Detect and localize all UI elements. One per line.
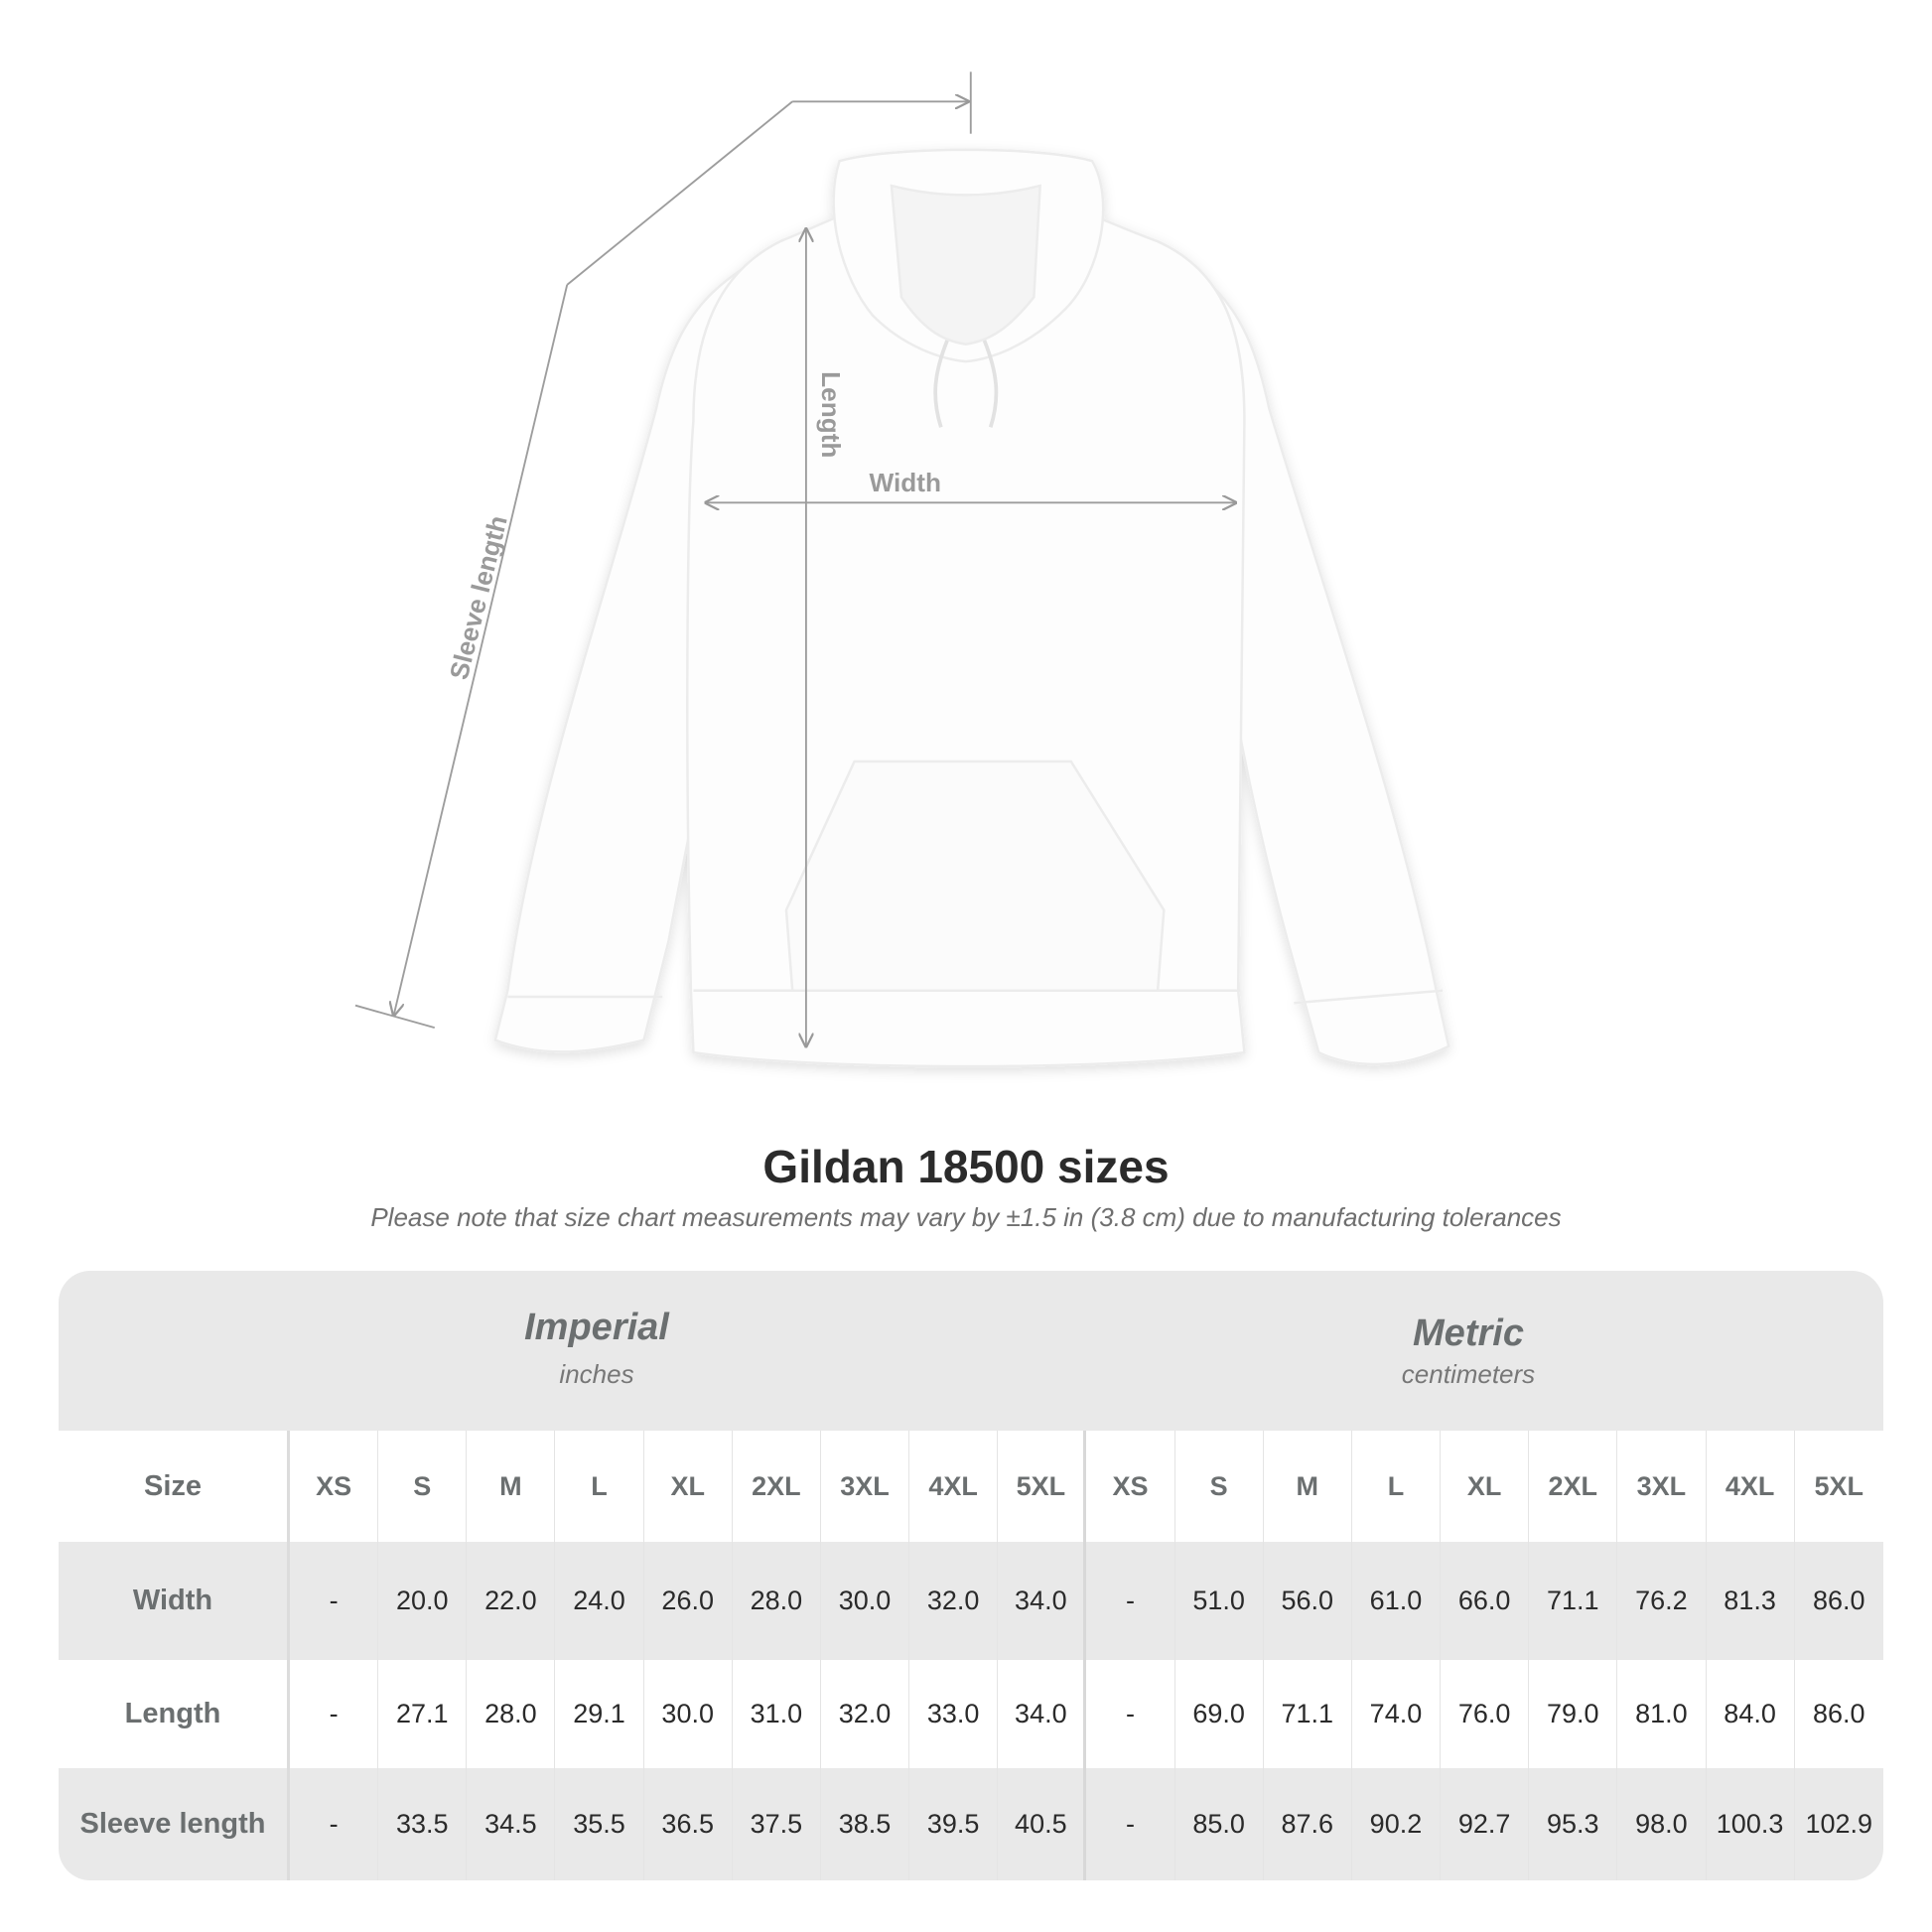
- metric-value-cell: 90.2: [1352, 1768, 1442, 1880]
- sleeve-length-label: Sleeve length: [444, 512, 513, 682]
- metric-value-cell: 71.1: [1264, 1660, 1352, 1768]
- metric-value-cell: 100.3: [1707, 1768, 1795, 1880]
- metric-value-cell: 81.0: [1617, 1660, 1707, 1768]
- imperial-header: Imperial inches: [299, 1307, 895, 1390]
- size-metric-header: L: [1352, 1431, 1442, 1542]
- size-metric-header: XS: [1086, 1431, 1175, 1542]
- page-title: Gildan 18500 sizes: [762, 1141, 1170, 1192]
- size-imperial-header: XL: [644, 1431, 733, 1542]
- metric-value-cell: 79.0: [1529, 1660, 1618, 1768]
- imperial-value-cell: 26.0: [644, 1542, 733, 1660]
- imperial-value-cell: 27.1: [378, 1660, 468, 1768]
- size-metric-header: 5XL: [1814, 1470, 1863, 1501]
- hoodie-illustration: Sleeve length Length Width: [354, 71, 1450, 1068]
- dimension-lines: [354, 71, 1236, 1046]
- metric-value-cell: 69.0: [1175, 1660, 1264, 1768]
- metric-value-cell: 76.0: [1441, 1660, 1530, 1768]
- size-imperial-header: L: [555, 1431, 644, 1542]
- table-row: Length -27.1 28.0 29.1 30.0 31.0 32.0 33.0 34.0-…: [59, 1660, 1883, 1768]
- table-row: Width -20.0 22.0 24.0 26.0 28.0 30.0 32.0 34.0-5…: [59, 1542, 1883, 1660]
- metric-value-cell: -: [1086, 1768, 1175, 1880]
- imperial-value-cell: -: [290, 1768, 379, 1880]
- imperial-value-cell: 39.5: [909, 1768, 999, 1880]
- metric-value-cell: 85.0: [1175, 1768, 1264, 1880]
- metric-value-cell: 76.2: [1617, 1542, 1707, 1660]
- metric-value-cell: 86.0: [1812, 1586, 1865, 1615]
- size-imperial-header: S: [378, 1431, 468, 1542]
- width-label: Width: [870, 468, 941, 497]
- imperial-value-cell: 40.5: [998, 1768, 1087, 1880]
- imperial-value-cell: 32.0: [821, 1660, 910, 1768]
- size-imperial-header: 3XL: [821, 1431, 910, 1542]
- metric-value-cell: -: [1086, 1660, 1175, 1768]
- metric-title: Metric: [1413, 1312, 1524, 1354]
- metric-value-cell: 102.9: [1805, 1809, 1873, 1839]
- row-label: Sleeve length: [59, 1768, 290, 1880]
- imperial-value-cell: 20.0: [378, 1542, 468, 1660]
- size-imperial-header: 2XL: [733, 1431, 821, 1542]
- table-row: Sleeve length -33.5 34.5 35.5 36.5 37.5 38.5 39…: [59, 1768, 1883, 1880]
- imperial-value-cell: 30.0: [821, 1542, 910, 1660]
- imperial-value-cell: -: [290, 1660, 379, 1768]
- size-imperial-header: M: [467, 1431, 556, 1542]
- row-label: Width: [59, 1542, 290, 1660]
- metric-value-cell: 66.0: [1441, 1542, 1530, 1660]
- metric-value-cell: 84.0: [1707, 1660, 1795, 1768]
- size-imperial-header: 5XL: [998, 1431, 1087, 1542]
- size-table: Imperial inches Metric centimeters Size X…: [59, 1271, 1883, 1880]
- metric-unit: centimeters: [1401, 1359, 1536, 1389]
- imperial-value-cell: 32.0: [909, 1542, 999, 1660]
- imperial-value-cell: 22.0: [467, 1542, 556, 1660]
- metric-value-cell: 61.0: [1352, 1542, 1442, 1660]
- imperial-value-cell: 28.0: [467, 1660, 556, 1768]
- size-metric-header: M: [1264, 1431, 1352, 1542]
- imperial-value-cell: 29.1: [555, 1660, 644, 1768]
- hoodie: [493, 148, 1450, 1068]
- imperial-value-cell: 28.0: [733, 1542, 821, 1660]
- length-label: Length: [816, 371, 846, 458]
- imperial-value-cell: 37.5: [733, 1768, 821, 1880]
- metric-value-cell: -: [1086, 1542, 1175, 1660]
- metric-value-cell: 86.0: [1812, 1699, 1865, 1728]
- size-metric-header: 2XL: [1529, 1431, 1618, 1542]
- metric-value-cell: 81.3: [1707, 1542, 1795, 1660]
- size-metric-header: 3XL: [1617, 1431, 1707, 1542]
- imperial-value-cell: 33.0: [909, 1660, 999, 1768]
- imperial-value-cell: -: [290, 1542, 379, 1660]
- size-metric-header: 4XL: [1707, 1431, 1795, 1542]
- imperial-value-cell: 36.5: [644, 1768, 733, 1880]
- imperial-value-cell: 34.0: [998, 1660, 1087, 1768]
- metric-value-cell: 95.3: [1529, 1768, 1618, 1880]
- size-imperial-header: XS: [290, 1431, 379, 1542]
- row-label: Size: [59, 1431, 290, 1542]
- tolerance-note: Please note that size chart measurements…: [370, 1202, 1562, 1232]
- metric-value-cell: 71.1: [1529, 1542, 1618, 1660]
- size-metric-header: S: [1175, 1431, 1264, 1542]
- metric-value-cell: 92.7: [1441, 1768, 1530, 1880]
- metric-value-cell: 74.0: [1352, 1660, 1442, 1768]
- imperial-value-cell: 33.5: [378, 1768, 468, 1880]
- imperial-value-cell: 38.5: [821, 1768, 910, 1880]
- imperial-value-cell: 34.0: [998, 1542, 1087, 1660]
- metric-value-cell: 98.0: [1617, 1768, 1707, 1880]
- table-header-band: [59, 1271, 1883, 1431]
- imperial-title: Imperial: [524, 1307, 669, 1348]
- size-metric-header: XL: [1441, 1431, 1530, 1542]
- imperial-value-cell: 35.5: [555, 1768, 644, 1880]
- imperial-value-cell: 31.0: [733, 1660, 821, 1768]
- imperial-unit: inches: [559, 1359, 634, 1389]
- metric-value-cell: 51.0: [1175, 1542, 1264, 1660]
- size-header-row: Size XS S M L XL 2XL 3XL 4XL 5XL XS S M L XL 2XL 3XL 4XL 5…: [59, 1431, 1883, 1542]
- size-imperial-header: 4XL: [909, 1431, 999, 1542]
- row-label: Length: [59, 1660, 290, 1768]
- metric-value-cell: 87.6: [1264, 1768, 1352, 1880]
- metric-value-cell: 56.0: [1264, 1542, 1352, 1660]
- metric-header: Metric centimeters: [1171, 1312, 1766, 1390]
- imperial-value-cell: 30.0: [644, 1660, 733, 1768]
- imperial-value-cell: 24.0: [555, 1542, 644, 1660]
- imperial-value-cell: 34.5: [467, 1768, 556, 1880]
